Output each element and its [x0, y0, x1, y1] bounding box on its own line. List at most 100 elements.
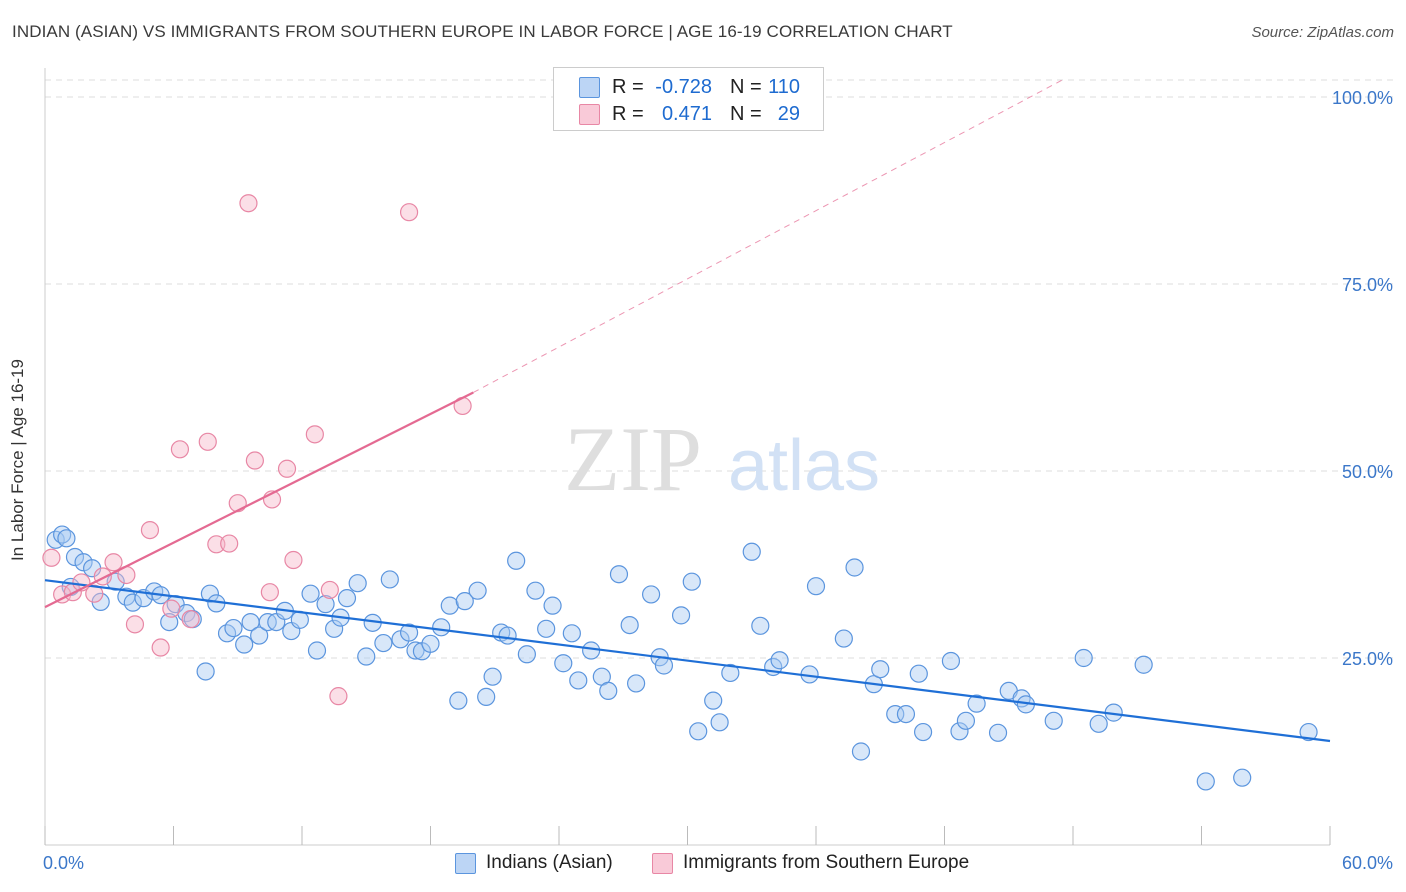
- point-indians: [609, 565, 629, 584]
- point-southern-europe: [277, 459, 297, 478]
- point-indians: [896, 704, 916, 724]
- source-label: Source: ZipAtlas.com: [1251, 24, 1394, 41]
- watermark-zip: ZIP: [564, 408, 702, 510]
- point-indians: [483, 667, 502, 686]
- point-indians: [421, 634, 440, 653]
- point-indians: [526, 581, 545, 600]
- point-indians: [689, 722, 708, 741]
- point-indians: [455, 592, 474, 611]
- point-southern-europe: [220, 534, 239, 553]
- point-southern-europe: [170, 440, 190, 459]
- point-indians: [1044, 711, 1063, 730]
- point-indians: [871, 660, 890, 679]
- point-indians: [160, 612, 179, 632]
- point-southern-europe: [207, 535, 226, 554]
- point-indians: [307, 641, 327, 660]
- point-southern-europe: [151, 638, 170, 657]
- legend-swatch-southern-europe: [579, 104, 600, 125]
- point-indians: [200, 584, 220, 603]
- point-indians: [845, 558, 864, 577]
- trend-extension-southern-europe: [473, 79, 1063, 393]
- point-southern-europe: [260, 583, 279, 602]
- legend-r-value: -0.728: [655, 76, 712, 98]
- grid-lines: [45, 79, 1395, 659]
- legend-row-indians: R = -0.728 N = 110: [554, 74, 823, 100]
- point-indians: [374, 633, 393, 653]
- trend-line-indians: [44, 579, 1331, 743]
- y-axis-label: In Labor Force | Age 16-19: [8, 359, 27, 561]
- point-southern-europe: [93, 567, 112, 586]
- legend-n-value: 110: [768, 76, 800, 98]
- point-southern-europe: [239, 194, 258, 213]
- data-points: [42, 194, 1318, 791]
- point-indians: [626, 674, 646, 693]
- point-indians: [65, 547, 85, 567]
- point-indians: [834, 629, 853, 648]
- point-indians: [851, 742, 871, 761]
- point-indians: [554, 654, 573, 673]
- point-indians: [507, 551, 526, 570]
- point-indians: [599, 681, 618, 701]
- point-indians: [988, 723, 1008, 742]
- legend-n-label: N =: [730, 103, 762, 125]
- point-indians: [654, 656, 674, 675]
- point-southern-europe: [181, 610, 200, 629]
- x-tick-label: 60.0%: [1342, 853, 1393, 873]
- point-indians: [1299, 722, 1318, 742]
- point-indians: [562, 624, 581, 643]
- point-indians: [742, 542, 761, 561]
- trend-lines: [44, 79, 1331, 743]
- legend-r-label: R =: [612, 103, 644, 125]
- watermark: ZIP atlas: [564, 408, 880, 510]
- point-indians: [517, 645, 536, 664]
- point-southern-europe: [140, 520, 160, 540]
- point-indians: [1196, 772, 1215, 791]
- point-southern-europe: [399, 203, 419, 222]
- point-indians: [770, 651, 789, 670]
- y-tick-label: 25.0%: [1342, 649, 1393, 669]
- axes: [44, 68, 1331, 846]
- stats-legend: R = -0.728 N = 110 R = 0.471 N = 29: [553, 67, 824, 131]
- point-indians: [886, 704, 905, 724]
- point-indians: [909, 664, 928, 683]
- point-indians: [250, 626, 269, 645]
- legend-r-value: 0.471: [661, 103, 712, 125]
- legend-n-value: 29: [777, 103, 800, 125]
- point-southern-europe: [125, 615, 145, 634]
- point-indians: [941, 651, 961, 671]
- point-indians: [380, 570, 399, 589]
- point-southern-europe: [329, 687, 348, 706]
- point-indians: [967, 694, 986, 713]
- point-southern-europe: [198, 432, 217, 451]
- point-indians: [337, 589, 357, 608]
- point-indians: [399, 623, 419, 642]
- watermark-atlas: atlas: [728, 426, 880, 506]
- bottom-legend-label-southern-europe: Immigrants from Southern Europe: [683, 852, 970, 873]
- tick-labels: 100.0% 75.0% 50.0% 25.0% 0.0% 60.0%: [43, 88, 1393, 873]
- point-indians: [1233, 768, 1252, 787]
- point-southern-europe: [305, 425, 324, 444]
- point-southern-europe: [85, 584, 104, 603]
- point-southern-europe: [42, 548, 61, 567]
- point-indians: [325, 619, 344, 638]
- point-southern-europe: [104, 553, 123, 572]
- point-indians: [950, 722, 969, 741]
- point-southern-europe: [162, 599, 181, 618]
- point-indians: [671, 606, 691, 625]
- point-indians: [235, 635, 254, 654]
- point-indians: [301, 584, 320, 603]
- point-indians: [316, 595, 335, 614]
- point-indians: [196, 662, 215, 681]
- point-indians: [432, 618, 451, 637]
- trend-line-southern-europe: [44, 391, 474, 609]
- y-tick-label: 75.0%: [1342, 275, 1393, 295]
- point-indians: [1089, 714, 1108, 733]
- point-indians: [751, 616, 770, 635]
- point-indians: [57, 529, 76, 548]
- point-indians: [582, 641, 601, 660]
- point-indians: [1074, 648, 1093, 668]
- point-indians: [721, 663, 740, 683]
- point-indians: [406, 641, 425, 660]
- point-indians: [1134, 655, 1153, 674]
- point-indians: [123, 593, 142, 612]
